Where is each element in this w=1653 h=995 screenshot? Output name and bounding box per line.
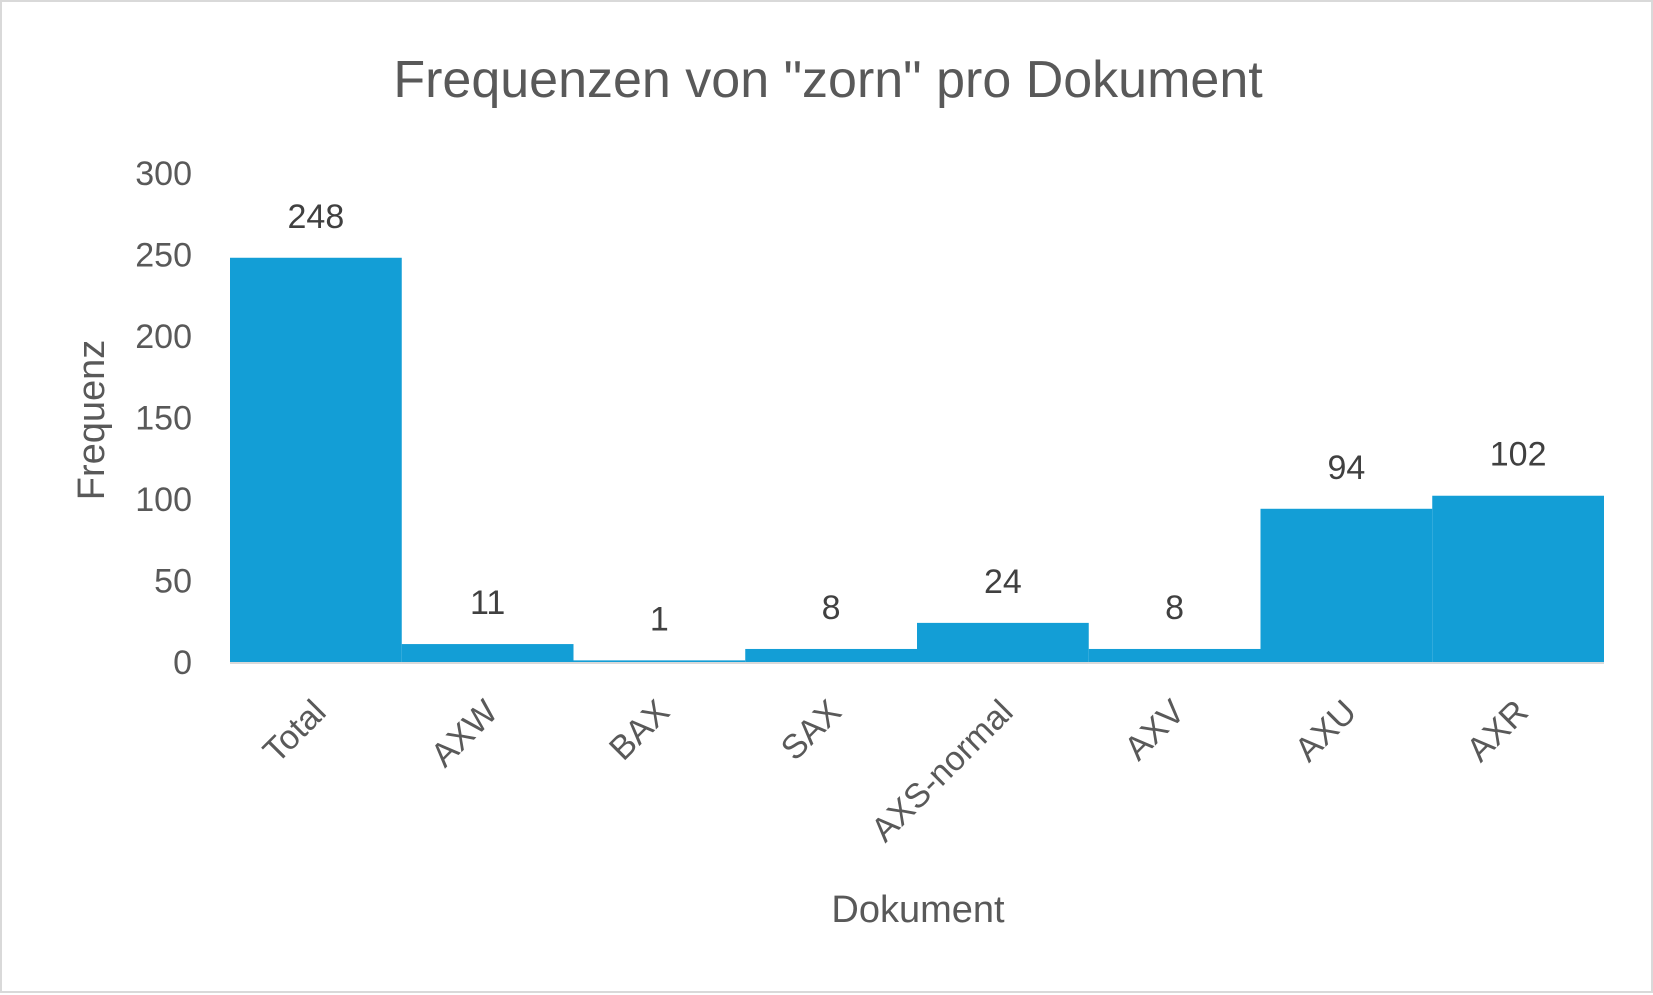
bar-axv <box>1088 648 1261 662</box>
y-tick-label: 50 <box>154 563 192 601</box>
bars <box>230 257 1604 662</box>
x-tick-label: SAX <box>774 693 849 768</box>
bar-bax <box>573 660 746 662</box>
bar-total <box>230 257 402 662</box>
x-tick-label: AXS-normal <box>864 693 1020 849</box>
y-tick-label: 300 <box>135 155 192 193</box>
bar-axr <box>1432 495 1604 662</box>
data-label: 8 <box>822 589 841 627</box>
x-tick-label: AXW <box>424 693 506 775</box>
x-tick-label: AXV <box>1117 693 1192 768</box>
x-axis-tick-labels: Total AXW BAX SAX AXS-normal AXV AXU AXR <box>256 693 1536 850</box>
bar-axs-normal <box>917 622 1089 662</box>
y-axis-tick-labels: 0 50 100 150 200 250 300 <box>135 155 192 682</box>
y-tick-label: 250 <box>135 237 192 275</box>
bar-sax <box>745 648 917 662</box>
chart-title: Frequenzen von "zorn" pro Dokument <box>393 51 1263 109</box>
x-tick-label: Total <box>256 693 334 771</box>
data-label: 11 <box>470 584 505 622</box>
x-tick-label: BAX <box>602 693 677 768</box>
y-tick-label: 150 <box>135 400 192 438</box>
x-axis-title: Dokument <box>831 889 1005 931</box>
y-tick-label: 100 <box>135 481 192 519</box>
x-tick-label: AXR <box>1459 693 1535 769</box>
data-label: 102 <box>1490 436 1547 474</box>
y-tick-label: 0 <box>173 644 192 682</box>
y-axis-title: Frequenz <box>71 340 113 501</box>
bar-axu <box>1260 508 1433 662</box>
data-label: 94 <box>1327 449 1365 487</box>
bar-axw <box>401 644 574 662</box>
x-tick-label: AXU <box>1288 693 1364 769</box>
data-label: 24 <box>984 563 1022 601</box>
data-label: 1 <box>650 600 669 638</box>
y-tick-label: 200 <box>135 318 192 356</box>
data-label: 248 <box>288 198 345 236</box>
data-label: 8 <box>1165 589 1184 627</box>
